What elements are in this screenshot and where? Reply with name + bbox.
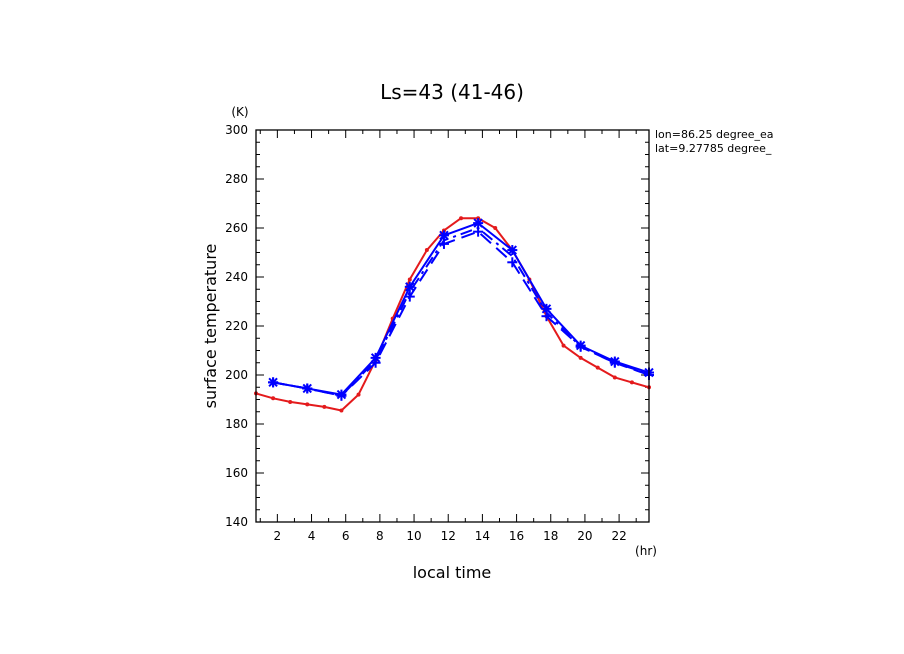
data-point	[629, 380, 634, 385]
y-tick-label: 260	[225, 221, 248, 235]
x-tick-label: 4	[308, 529, 316, 543]
data-point	[541, 311, 552, 322]
data-point	[493, 226, 498, 230]
x-tick-label: 2	[274, 529, 282, 543]
data-point	[473, 226, 484, 237]
x-unit-label: (hr)	[635, 544, 657, 558]
x-tick-label: 22	[611, 529, 626, 543]
data-point	[407, 277, 412, 282]
y-axis-label: surface temperature	[201, 244, 220, 409]
y-tick-label: 140	[225, 515, 248, 529]
data-point	[302, 383, 313, 394]
plot-frame	[255, 129, 650, 523]
series-line-blue-dashed	[272, 230, 650, 397]
x-axis-label: local time	[413, 563, 492, 582]
data-point	[356, 392, 361, 397]
data-point	[473, 218, 484, 229]
y-tick-label: 240	[225, 270, 248, 284]
data-point	[561, 343, 566, 348]
x-tick-label: 8	[376, 529, 384, 543]
series-line-blue-solid	[272, 222, 650, 396]
series-line-red	[255, 217, 650, 412]
x-tick-label: 6	[342, 529, 350, 543]
data-point	[424, 248, 429, 253]
annotation-lat: lat=9.27785 degree_	[655, 142, 772, 155]
y-tick-label: 280	[225, 172, 248, 186]
y-tick-label: 220	[225, 319, 248, 333]
data-point	[305, 402, 310, 407]
x-tick-label: 14	[475, 529, 490, 543]
series-line-blue-dashdot	[272, 227, 650, 397]
data-point	[288, 399, 293, 404]
data-point	[578, 355, 583, 360]
data-point	[507, 257, 518, 268]
y-tick-label: 160	[225, 466, 248, 480]
data-point	[575, 341, 586, 352]
y-tick-label: 200	[225, 368, 248, 382]
data-point	[438, 230, 449, 241]
data-point	[404, 291, 415, 302]
marker-stroke	[541, 304, 552, 314]
data-point	[438, 238, 449, 249]
x-tick-label: 16	[509, 529, 524, 543]
data-point	[595, 365, 600, 370]
data-point	[271, 396, 276, 401]
y-tick-label: 180	[225, 417, 248, 431]
data-point	[612, 375, 617, 380]
annotation-lon: lon=86.25 degree_ea	[655, 128, 774, 141]
marker-stroke	[473, 218, 483, 228]
chart-title: Ls=43 (41-46)	[380, 80, 524, 104]
data-point	[322, 404, 327, 409]
marker-stroke	[405, 282, 415, 292]
data-point	[339, 408, 344, 413]
data-point	[609, 357, 620, 368]
marker-stroke	[439, 230, 449, 241]
data-point	[268, 377, 279, 388]
y-tick-label: 300	[225, 123, 248, 137]
x-tick-label: 18	[543, 529, 558, 543]
x-tick-label: 20	[577, 529, 592, 543]
data-point	[459, 216, 464, 221]
data-point	[336, 390, 347, 401]
x-tick-label: 10	[406, 529, 421, 543]
x-tick-label: 12	[441, 529, 456, 543]
data-point	[370, 357, 381, 368]
y-unit-label: (K)	[231, 105, 248, 119]
